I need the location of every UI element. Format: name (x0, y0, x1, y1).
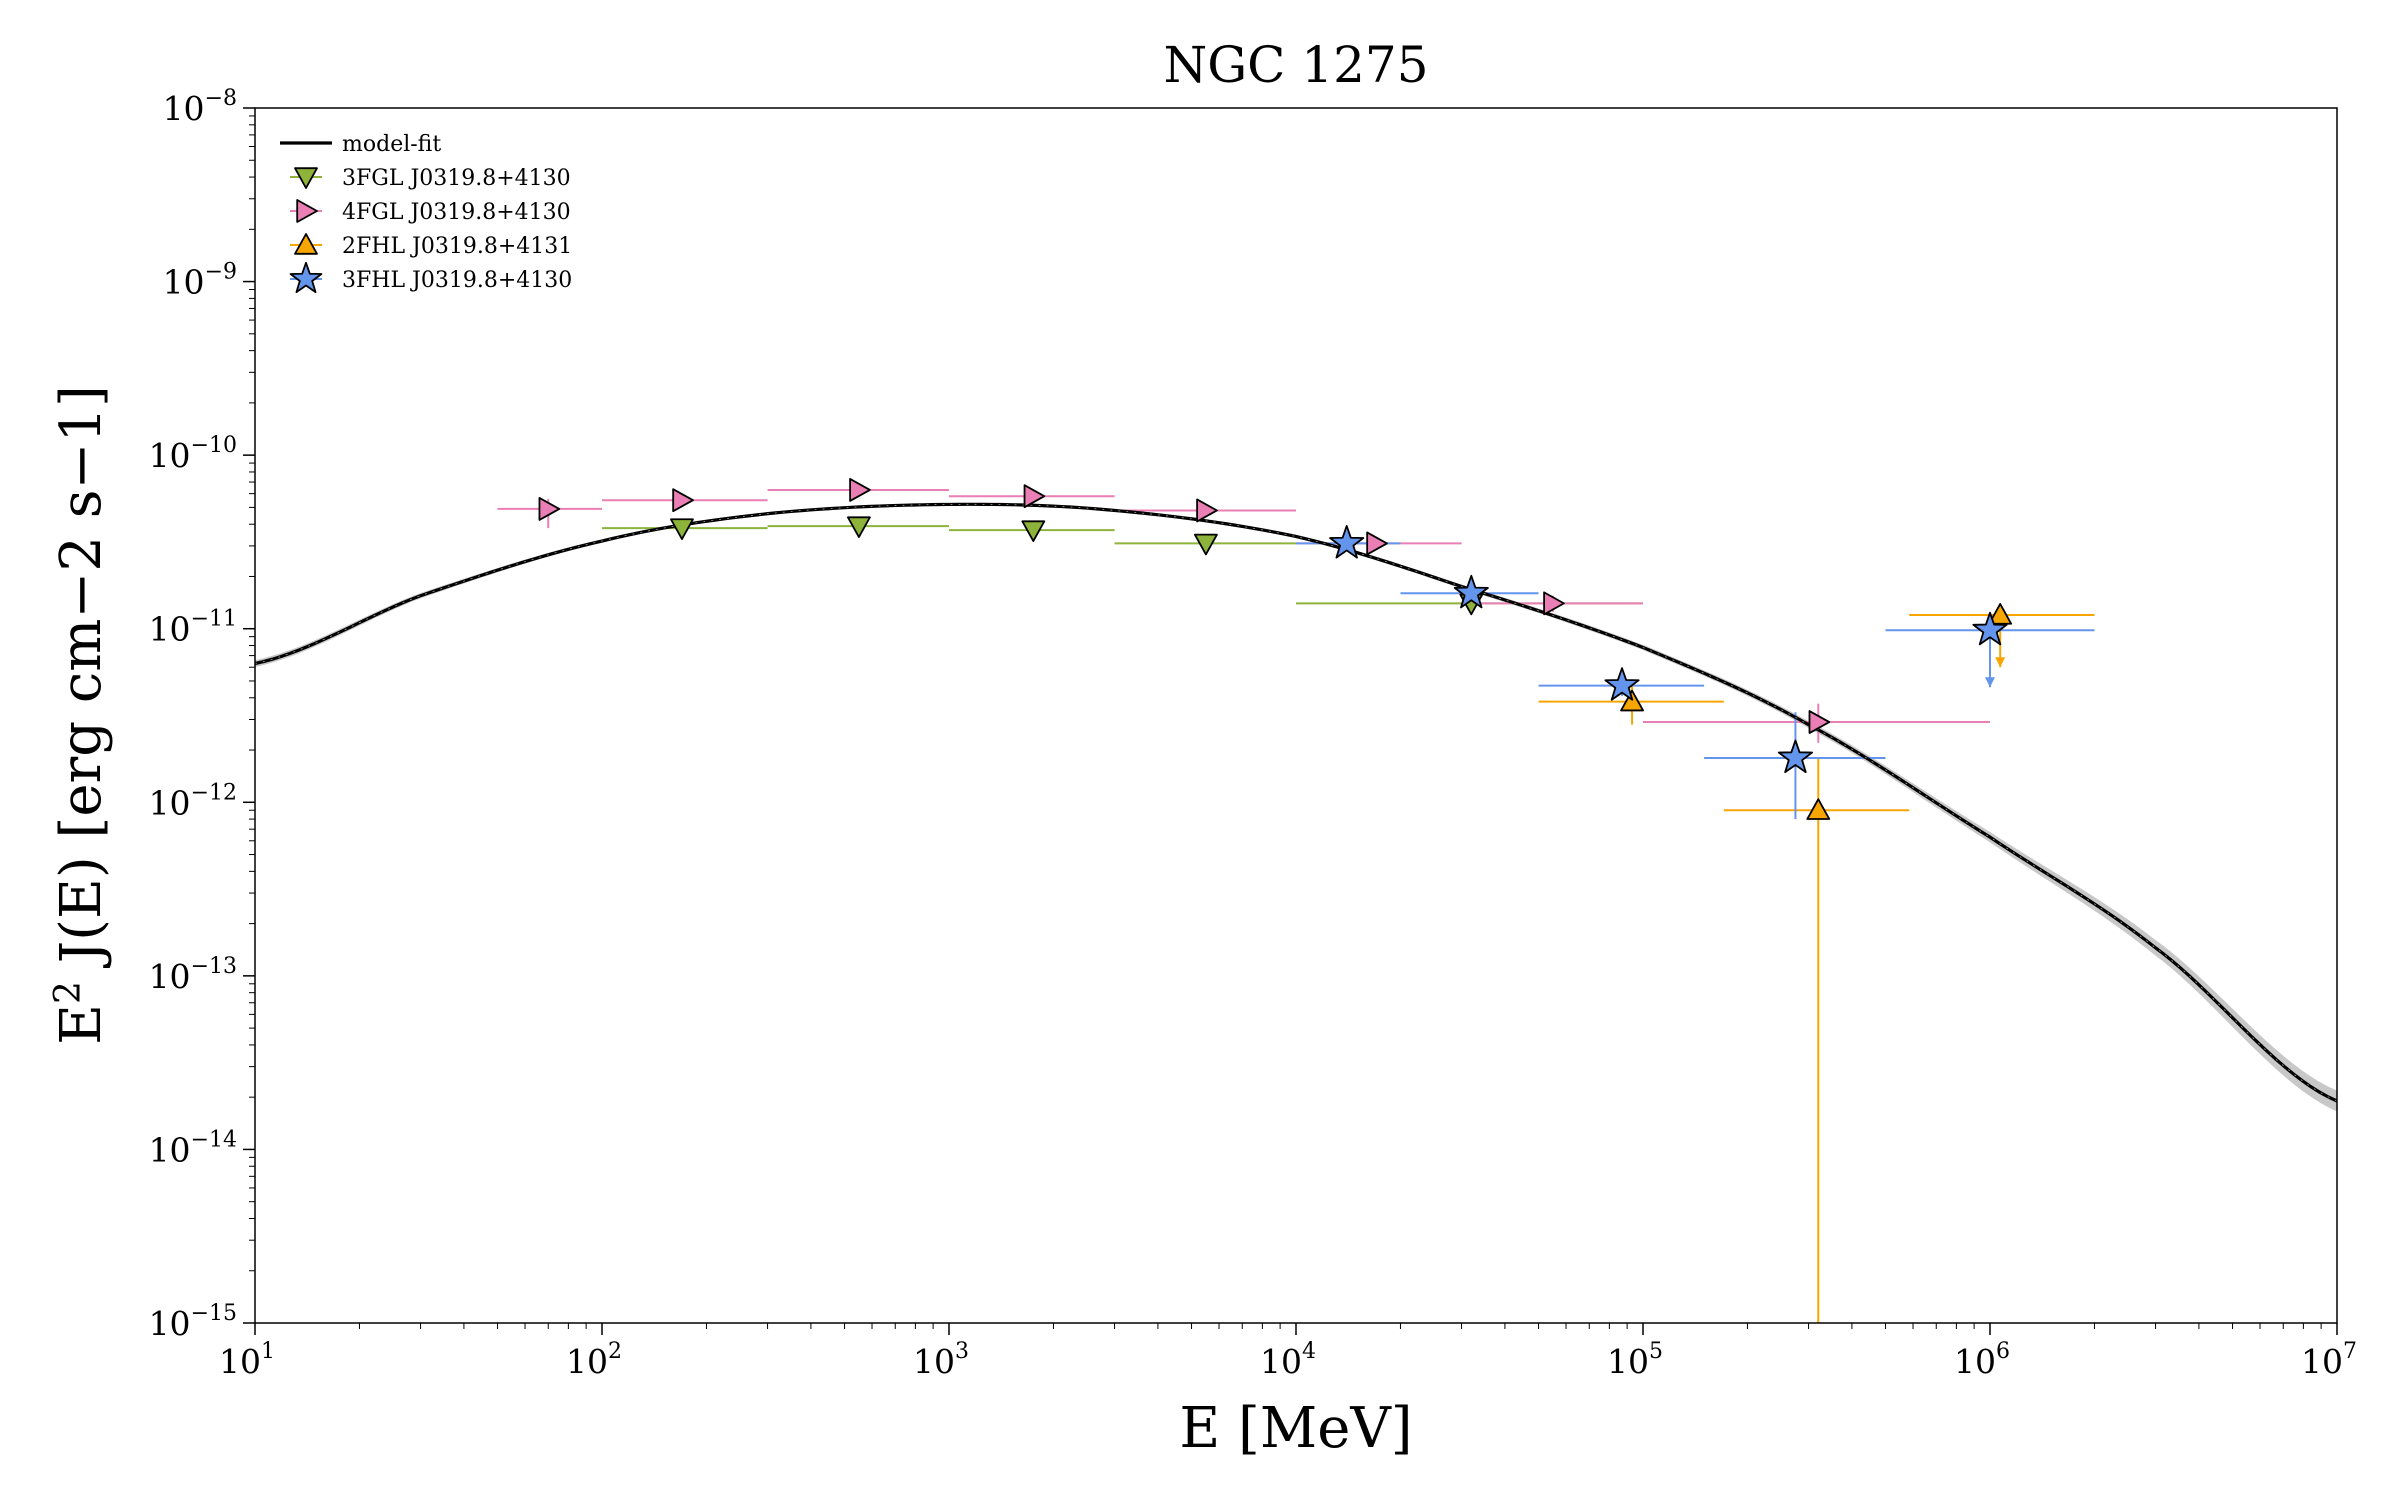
legend-marker (294, 233, 318, 255)
x-tick-label: 102 (566, 1339, 622, 1381)
x-tick-label: 107 (2301, 1339, 2357, 1381)
legend-marker (289, 261, 323, 294)
legend-marker (294, 167, 318, 189)
y-tick-label: 10−15 (149, 1301, 237, 1343)
legend-label: 4FGL J0319.8+4130 (342, 200, 571, 225)
legend-label: model-fit (342, 132, 441, 157)
3fhl-data-point (1329, 525, 1365, 559)
3fhl-data-point (1972, 611, 2008, 646)
y-tick-labels: 10−15 10−14 10−13 10−12 10−11 10−10 10−9 10−8 (149, 86, 237, 1343)
x-tick-labels: 101 102 103 104 105 106 107 (219, 1339, 2357, 1381)
2fhl-data-point (1806, 798, 1831, 820)
4fgl-data-point (1196, 498, 1218, 523)
y-tick-label: 10−8 (163, 86, 237, 128)
x-tick-label: 103 (913, 1339, 969, 1381)
3fgl-data-point (670, 518, 694, 540)
legend-marker (296, 199, 318, 223)
3fhl-data-point (1604, 667, 1640, 701)
x-tick-label: 104 (1260, 1339, 1316, 1381)
4fgl-data-point (1023, 484, 1046, 509)
legend-label: 2FHL J0319.8+4131 (342, 234, 572, 259)
y-tick-label: 10−12 (149, 780, 237, 822)
y-axis-label: E2 J(E) [erg cm−2 s−1] (48, 385, 115, 1045)
4fgl-data-point (1543, 591, 1565, 616)
3fhl-data-point (1453, 574, 1489, 609)
legend-label: 3FHL J0319.8+4130 (342, 268, 572, 293)
y-tick-label: 10−11 (149, 607, 237, 649)
x-tick-label: 106 (1954, 1339, 2010, 1381)
3fgl-data-point (1194, 533, 1218, 556)
4fgl-data-point (1808, 710, 1831, 734)
2fhl-data-point (1988, 603, 2013, 625)
4fgl-data-point (538, 497, 561, 521)
y-tick-label: 10−10 (149, 433, 237, 475)
axis-ticks (243, 107, 2338, 1335)
x-tick-label: 105 (1607, 1339, 1663, 1381)
3fhl-data-point (1777, 739, 1813, 774)
3fgl-data-point (847, 516, 871, 539)
x-tick-label: 101 (219, 1339, 275, 1381)
3fgl-data-point (1021, 520, 1046, 542)
4fgl-data-point (849, 478, 871, 502)
4fgl-data-point (1366, 531, 1388, 556)
model-curve (255, 502, 2337, 1103)
x-axis-label: E [MeV] (1179, 1396, 1412, 1461)
y-tick-label: 10−13 (149, 954, 237, 996)
2fhl-arrow-head (1995, 657, 2006, 668)
model-fit-dots (255, 503, 2337, 1102)
data-markers (538, 478, 2013, 820)
legend-label: 3FGL J0319.8+4130 (342, 166, 571, 191)
y-tick-label: 10−14 (149, 1127, 237, 1169)
legend: model-fit 3FGL J0319.8+4130 4FGL J0319.8+4… (280, 132, 572, 294)
y-tick-label: 10−9 (163, 260, 237, 302)
4fgl-data-point (672, 488, 694, 513)
3fhl-arrow-head (1985, 677, 1995, 688)
chart-title: NGC 1275 (1163, 36, 1428, 94)
